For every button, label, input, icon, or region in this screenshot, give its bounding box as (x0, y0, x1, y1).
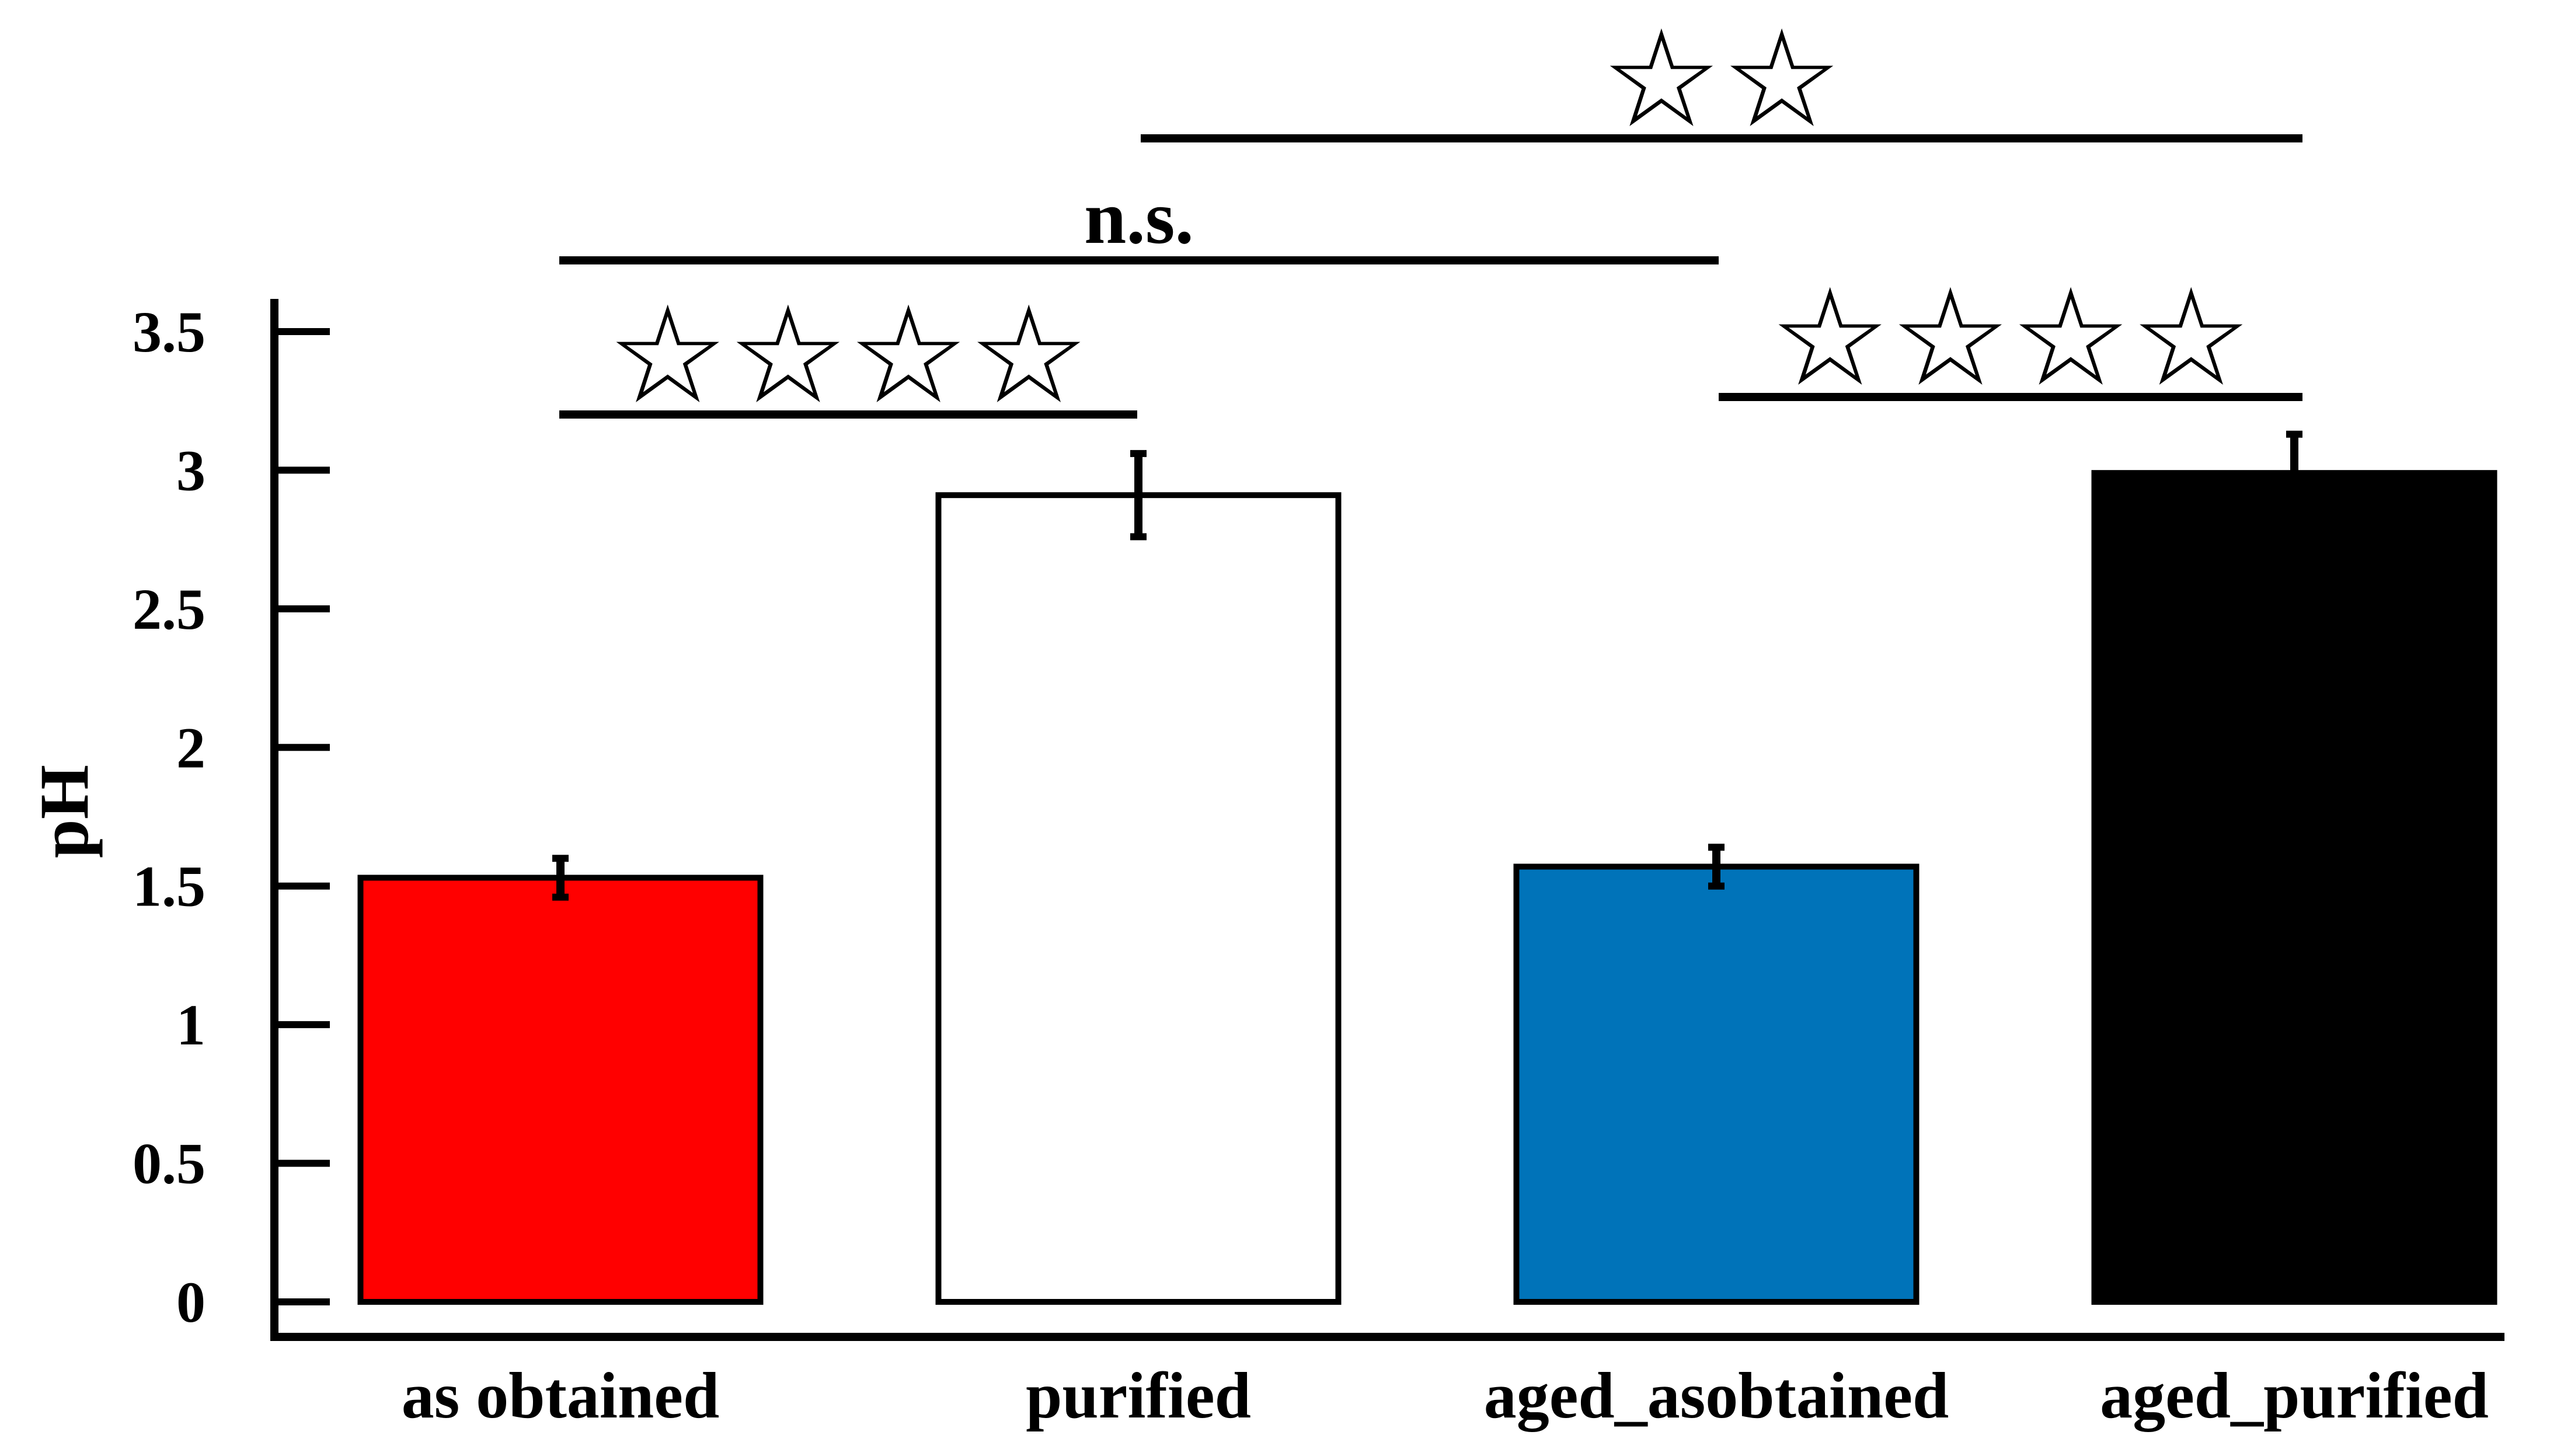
category-label: as obtained (402, 1360, 720, 1432)
bar-3 (1513, 863, 1920, 1305)
y-tick-label: 3.5 (133, 299, 205, 364)
category-label: aged_asobtained (1484, 1360, 1949, 1432)
significance-stars: ☆☆ (1601, 2, 1842, 158)
bar-1 (357, 875, 764, 1305)
y-axis-label: pH (25, 765, 103, 858)
category-label: purified (1026, 1360, 1251, 1432)
significance-stars: ☆☆☆☆ (1770, 260, 2252, 416)
bar-4 (2091, 470, 2497, 1305)
category-label: aged_purified (2100, 1360, 2489, 1432)
y-tick-label: 2 (176, 715, 205, 780)
y-tick-label: 1 (176, 992, 205, 1057)
bar-2 (935, 492, 1342, 1305)
y-tick-label: 3 (176, 438, 205, 503)
significance-stars: ☆☆☆☆ (608, 278, 1089, 434)
y-tick-label: 0.5 (133, 1131, 205, 1196)
y-tick-label: 1.5 (133, 854, 205, 919)
y-tick-label: 0 (176, 1270, 205, 1335)
significance-label: n.s. (1084, 176, 1194, 260)
y-tick-label: 2.5 (133, 577, 205, 642)
